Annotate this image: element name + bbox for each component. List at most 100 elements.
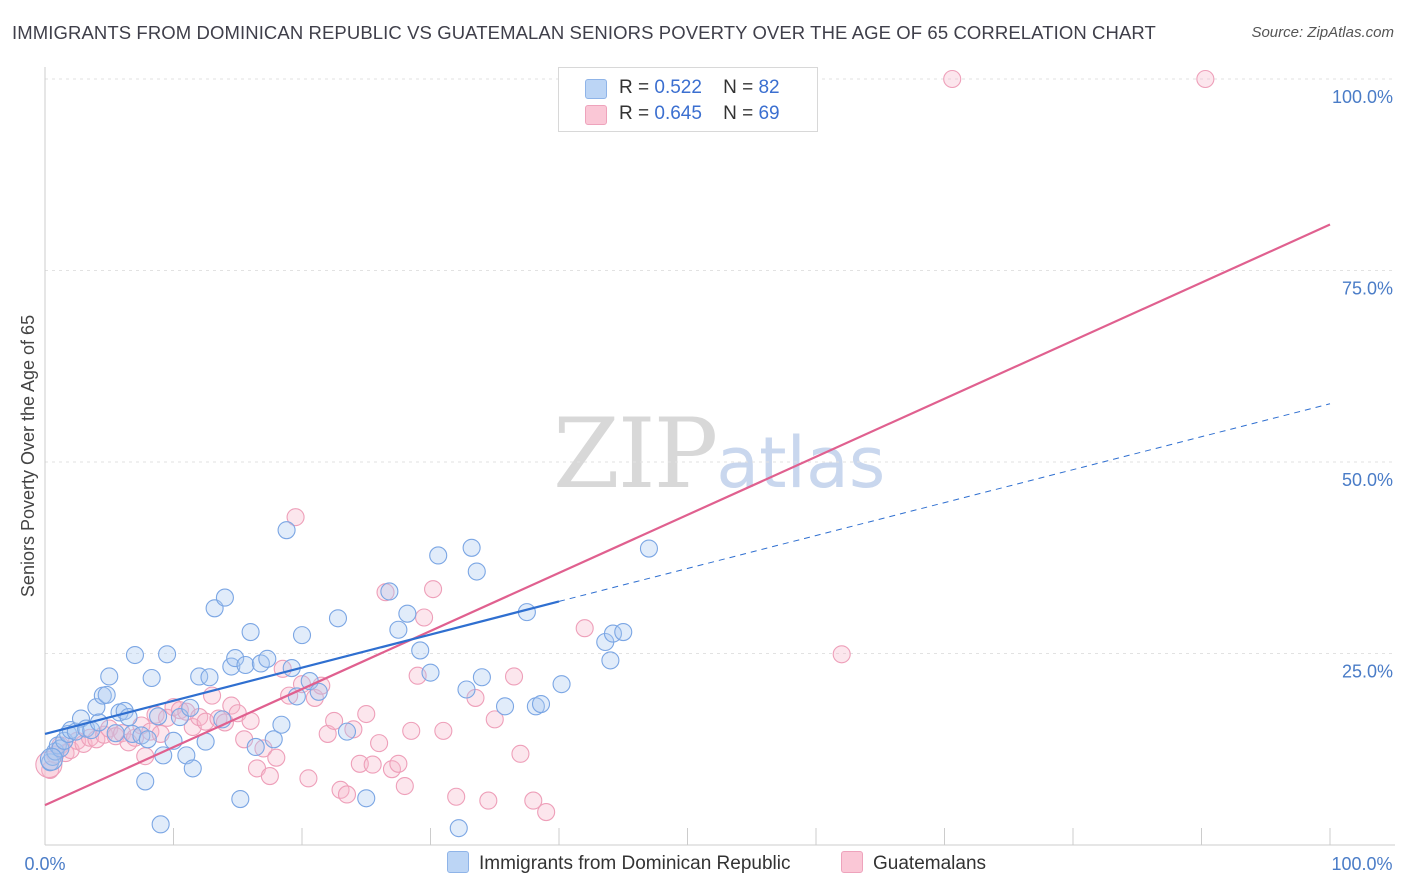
point-guatemalans	[524, 791, 543, 810]
point-dominican	[125, 645, 144, 665]
y-tick-label: 75.0%	[1342, 279, 1393, 299]
point-guatemalans	[943, 69, 962, 89]
correlation-legend: R = 0.522 N = 82 R = 0.645 N = 69	[558, 67, 818, 132]
point-dominican	[457, 680, 476, 699]
point-dominican	[328, 609, 348, 628]
point-guatemalans	[434, 721, 453, 740]
point-guatemalans	[402, 721, 421, 740]
trend-lines	[44, 223, 1331, 807]
point-guatemalans	[222, 696, 241, 715]
point-dominican	[272, 715, 291, 734]
point-guatemalans	[254, 739, 273, 758]
point-guatemalans	[832, 645, 851, 664]
point-dominican	[380, 582, 399, 601]
point-dominican	[200, 668, 219, 687]
point-dominican	[183, 759, 202, 778]
point-dominican	[190, 667, 209, 686]
point-dominican	[309, 682, 328, 701]
point-guatemalans	[299, 769, 318, 788]
bottom-legend-label-dominican: Immigrants from Dominican Republic	[479, 853, 791, 874]
point-dominican	[292, 626, 312, 645]
point-guatemalans	[357, 704, 376, 724]
legend-r-label: R =	[619, 77, 650, 98]
point-dominican	[226, 649, 245, 668]
point-dominican	[241, 623, 260, 642]
source-label: Source: ZipAtlas.com	[1251, 24, 1394, 41]
point-dominican	[389, 620, 408, 639]
point-dominican	[429, 546, 448, 565]
point-dominican	[87, 698, 106, 717]
point-dominican	[258, 649, 277, 668]
point-dominican	[106, 724, 125, 743]
point-dominican	[138, 730, 157, 749]
legend-n-value: 69	[758, 103, 780, 124]
trend-line-dominican-extension	[558, 403, 1331, 602]
legend-r-value: 0.522	[654, 77, 702, 98]
trend-line-guatemalans	[44, 223, 1331, 807]
legend-n-label: N =	[723, 77, 754, 98]
point-guatemalans	[325, 711, 344, 730]
point-guatemalans	[337, 785, 357, 804]
point-dominican	[472, 668, 491, 687]
point-guatemalans	[485, 710, 504, 729]
point-dominican	[231, 789, 250, 809]
legend-n-value: 82	[758, 77, 780, 98]
x-tick-label-max: 100.0%	[1331, 854, 1392, 874]
point-dominican	[601, 651, 620, 670]
bottom-legend-guatemalans: Guatemalans	[841, 851, 986, 875]
guatemalans-points	[35, 69, 1215, 822]
dominican-points	[39, 521, 659, 838]
point-dominican	[462, 538, 481, 557]
trend-line-dominican	[44, 600, 560, 735]
point-guatemalans	[370, 734, 389, 753]
point-dominican	[170, 708, 189, 727]
bottom-legend-label-guatemalans: Guatemalans	[873, 853, 987, 874]
point-dominican	[531, 695, 551, 714]
point-guatemalans	[331, 780, 350, 799]
watermark-zip: ZIP	[553, 398, 718, 510]
bottom-legend-swatch-guatemalans	[841, 851, 863, 873]
legend-n-label: N =	[723, 103, 754, 124]
point-dominican	[639, 539, 659, 558]
point-dominican	[449, 819, 468, 838]
x-tick-label-min: 0.0%	[24, 854, 65, 874]
point-dominican	[246, 737, 265, 757]
point-dominican	[100, 667, 119, 686]
point-dominican	[48, 736, 67, 755]
point-dominican	[97, 685, 116, 704]
point-guatemalans	[350, 754, 369, 773]
point-dominican	[264, 730, 283, 749]
point-guatemalans	[575, 619, 594, 638]
point-dominican	[149, 707, 168, 726]
legend-r-value: 0.645	[654, 103, 702, 124]
point-guatemalans	[424, 580, 443, 599]
point-dominican	[151, 815, 170, 834]
point-dominican	[142, 668, 161, 688]
point-guatemalans	[267, 748, 286, 767]
point-dominican	[181, 698, 200, 717]
point-guatemalans	[479, 791, 498, 810]
point-dominican	[136, 772, 155, 791]
point-guatemalans	[511, 744, 530, 763]
point-guatemalans	[363, 755, 382, 774]
point-dominican	[158, 645, 177, 664]
grid-lines	[45, 78, 1395, 654]
chart-title: IMMIGRANTS FROM DOMINICAN REPUBLIC VS GU…	[12, 22, 1156, 43]
point-dominican	[236, 655, 255, 675]
point-dominican	[222, 657, 241, 676]
point-guatemalans	[395, 776, 414, 796]
y-tick-label: 25.0%	[1342, 662, 1393, 682]
point-dominican	[215, 588, 234, 607]
bottom-legend-dominican: Immigrants from Dominican Republic	[447, 851, 791, 875]
point-guatemalans	[260, 767, 279, 786]
point-guatemalans	[286, 508, 305, 527]
y-tick-label: 100.0%	[1332, 87, 1393, 107]
y-tick-label: 50.0%	[1342, 470, 1393, 490]
point-dominican	[552, 675, 571, 694]
point-guatemalans	[389, 754, 408, 773]
legend-swatch-guatemalans	[585, 105, 607, 125]
point-dominican	[398, 604, 417, 623]
watermark: ZIPatlas	[553, 398, 885, 510]
y-axis-label: Seniors Poverty Over the Age of 65	[18, 315, 38, 597]
